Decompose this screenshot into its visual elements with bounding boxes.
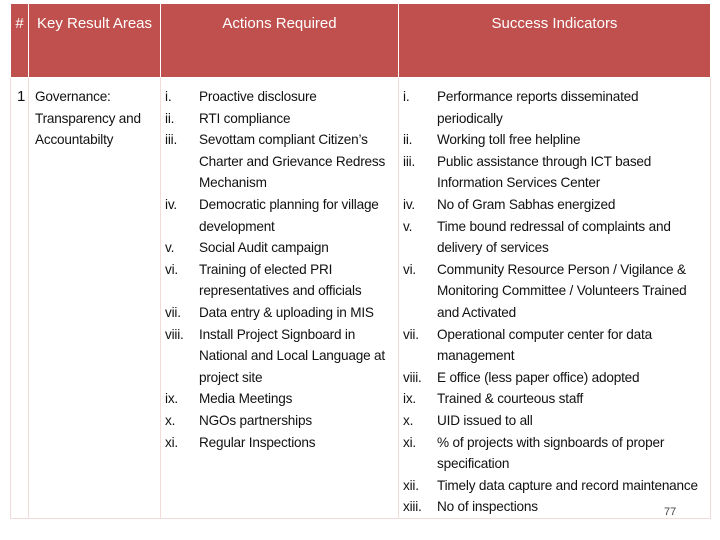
item-marker: i. <box>403 89 410 104</box>
list-item: x. NGOs partnerships <box>165 410 394 432</box>
header: Success Indicators <box>398 3 711 78</box>
indicators-cell: i. Performance reports disseminated perio… <box>398 77 711 519</box>
item-text: Sevottam compliant Citizen’s Charter and… <box>199 132 386 191</box>
item-marker: xii. <box>403 477 419 493</box>
list-item: vi. Training of elected PRI representativ… <box>165 259 394 302</box>
item-text: Community Resource Person / Vigilance & … <box>437 261 687 320</box>
item-marker: ii. <box>403 132 413 148</box>
item-marker: v. <box>403 218 413 234</box>
table-body: 1 Governance: Transparency and Accountabi… <box>10 77 711 519</box>
list-item: vii. Operational computer center for data… <box>403 324 706 367</box>
row: 1 Governance: Transparency and Accountabi… <box>10 77 711 519</box>
header-row: # Key Result Areas Actions Required Succ… <box>10 3 711 78</box>
list-item: iv. No of Gram Sabhas energized <box>403 194 706 216</box>
item-text: E office (less paper office) adopted <box>437 369 640 385</box>
item-marker: vi. <box>403 261 416 277</box>
item-text: Performance reports disseminated periodi… <box>437 89 639 126</box>
actions-cell: i. Proactive disclosure ii. RTI compliance i… <box>160 77 399 519</box>
item-text: Working toll free helpline <box>437 132 581 148</box>
item-text: Social Audit campaign <box>199 240 329 256</box>
item-marker: v. <box>165 240 175 256</box>
item-marker: vii. <box>165 304 181 320</box>
item-text: Data entry & uploading in MIS <box>199 304 374 320</box>
table: # Key Result Areas Actions Required Succ… <box>10 3 711 519</box>
list-item: xii. Timely data capture and record maint… <box>403 475 706 497</box>
item-text: Democratic planning for village developm… <box>199 196 379 234</box>
list-item: i. Performance reports disseminated perio… <box>403 86 706 129</box>
item-marker: xi. <box>165 434 178 450</box>
item-marker: vii. <box>403 326 419 342</box>
item-marker: x. <box>403 412 414 428</box>
item-text: Install Project Signboard in National an… <box>199 326 385 385</box>
item-text: % of projects with signboards of proper … <box>437 434 665 472</box>
item-text: Proactive disclosure <box>199 89 317 104</box>
item-marker: iv. <box>403 196 415 212</box>
item-text: Timely data capture and record maintenan… <box>437 477 698 493</box>
item-text: Public assistance through ICT based Info… <box>437 153 652 191</box>
item-text: Training of elected PRI representatives … <box>199 261 362 299</box>
item-marker: viii. <box>403 369 422 385</box>
item-marker: iii. <box>165 132 178 148</box>
list-item: iv. Democratic planning for village devel… <box>165 194 394 237</box>
item-text: No of Gram Sabhas energized <box>437 196 616 212</box>
list-item: ii. RTI compliance <box>165 108 394 130</box>
item-text: No of inspections <box>437 499 538 515</box>
row-number: 1 <box>10 77 29 519</box>
item-text: Operational computer center for data man… <box>437 326 652 364</box>
list-item: viii. Install Project Signboard in Nation… <box>165 324 394 389</box>
list-item: iii. Sevottam compliant Citizen’s Charter… <box>165 129 394 194</box>
page-number: 77 <box>664 506 677 518</box>
item-text: NGOs partnerships <box>199 412 312 428</box>
header: Key Result Areas <box>28 3 161 78</box>
item-marker: vi. <box>165 261 178 277</box>
item-marker: ix. <box>403 391 416 407</box>
key-area: Governance: Transparency and Accountabil… <box>28 77 161 519</box>
item-marker: ii. <box>165 110 175 126</box>
item-text: Trained & courteous staff <box>437 391 584 407</box>
item-text: RTI compliance <box>199 110 291 126</box>
list-item: ix. Trained & courteous staff <box>403 388 706 410</box>
list-item: vii. Data entry & uploading in MIS <box>165 302 394 324</box>
list-item: v. Social Audit campaign <box>165 237 394 259</box>
list-item: viii. E office (less paper office) adopte… <box>403 367 706 389</box>
list-item: ix. Media Meetings <box>165 388 394 410</box>
item-marker: ix. <box>165 391 178 407</box>
list-item: xi. Regular Inspections <box>165 432 394 454</box>
header: Actions Required <box>160 3 399 78</box>
list-item: iii. Public assistance through ICT based … <box>403 151 706 194</box>
list-item: ii. Working toll free helpline <box>403 129 706 151</box>
list-item: xiii. No of inspections <box>403 496 706 518</box>
item-text: Media Meetings <box>199 391 293 407</box>
item-marker: x. <box>165 412 176 428</box>
item-marker: iii. <box>403 153 416 169</box>
list-item: xi. % of projects with signboards of prop… <box>403 432 706 475</box>
item-marker: i. <box>165 89 172 104</box>
item-marker: xi. <box>403 434 416 450</box>
item-text: Time bound redressal of complaints and d… <box>437 218 671 256</box>
list-item: vi. Community Resource Person / Vigilance… <box>403 259 706 324</box>
item-marker: xiii. <box>403 499 422 515</box>
item-text: Regular Inspections <box>199 434 316 450</box>
header: # <box>10 3 29 78</box>
list-item: i. Proactive disclosure <box>165 86 394 108</box>
item-marker: viii. <box>165 326 184 342</box>
list-item: v. Time bound redressal of complaints and… <box>403 216 706 259</box>
item-marker: iv. <box>165 196 177 212</box>
list-item: x. UID issued to all <box>403 410 706 432</box>
item-text: UID issued to all <box>437 412 533 428</box>
